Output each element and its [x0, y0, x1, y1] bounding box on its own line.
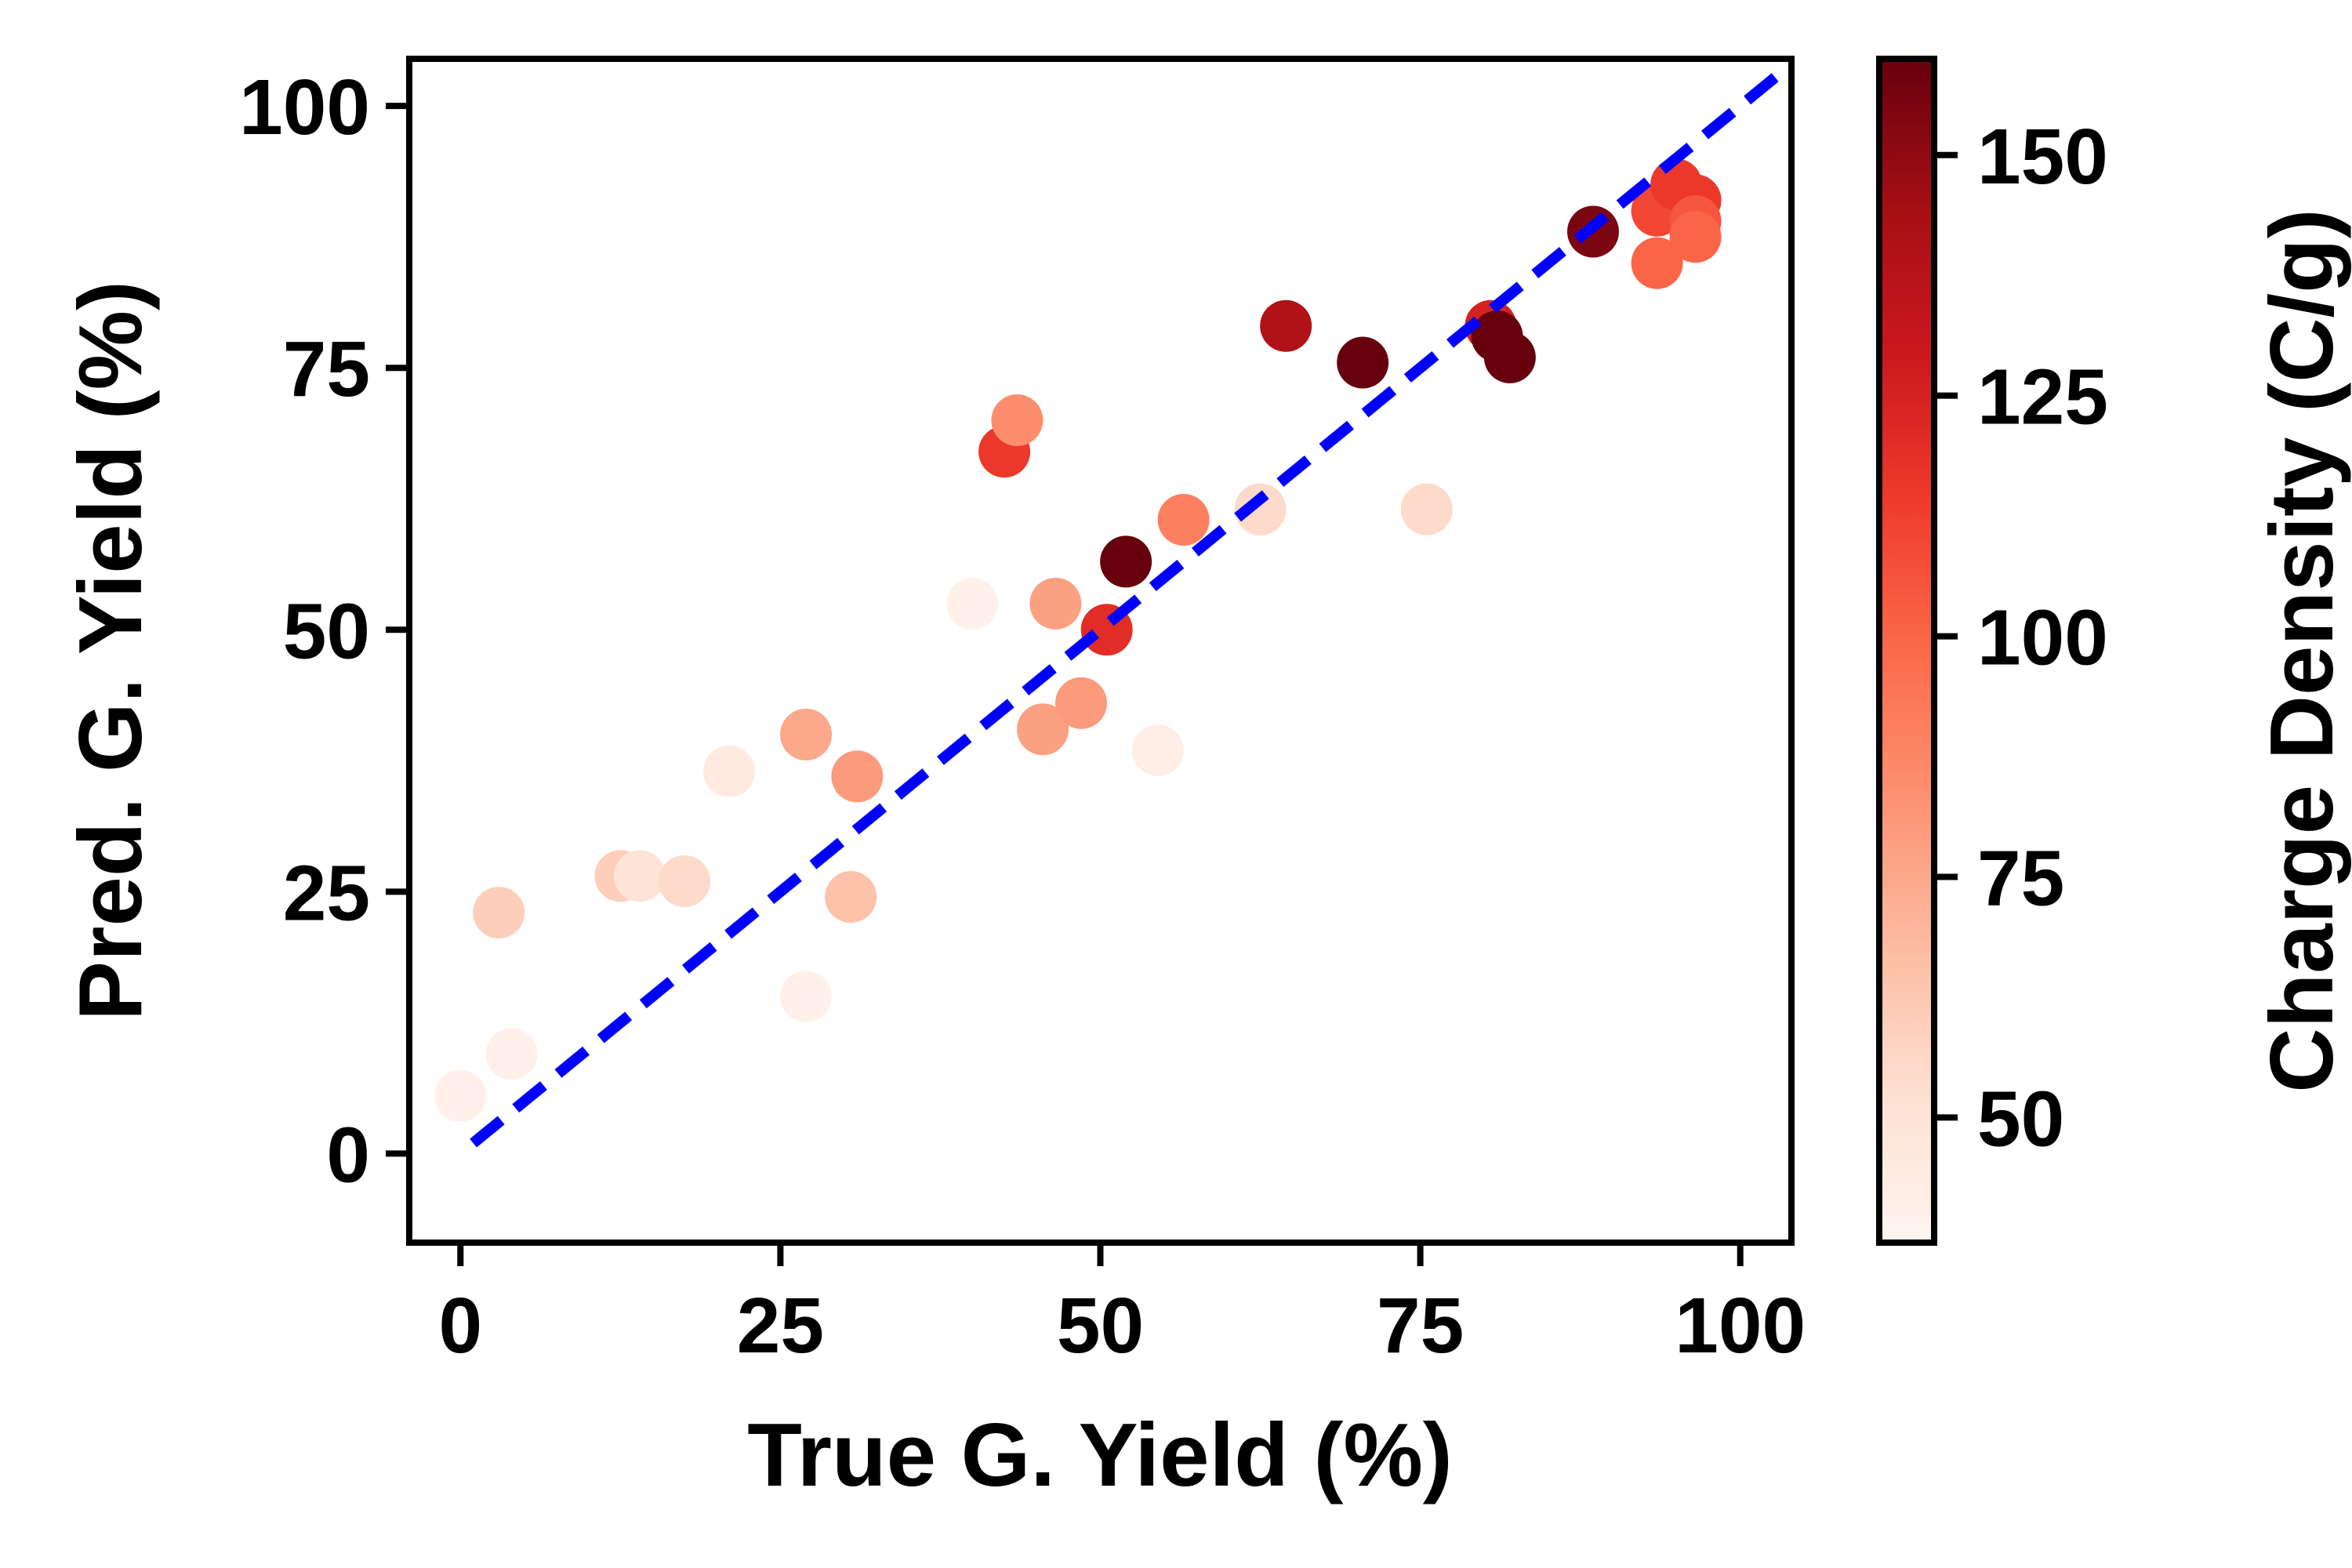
data-point: [1669, 211, 1722, 263]
data-point: [1234, 483, 1287, 535]
plot-area: 0 25 50 75 100 0 25 50 75 100: [239, 56, 1806, 1370]
data-point: [1131, 724, 1184, 776]
colorbar-tick-label: 125: [1977, 354, 2108, 441]
data-point: [1017, 703, 1069, 756]
data-point: [991, 394, 1044, 447]
data-point: [1029, 577, 1082, 630]
y-tick-label: 75: [283, 325, 370, 413]
y-tick-label: 25: [283, 849, 370, 937]
colorbar-tick-label: 100: [1977, 594, 2108, 682]
data-point: [1631, 237, 1683, 289]
data-point: [780, 970, 833, 1022]
data-point: [1055, 677, 1108, 729]
data-point: [1337, 336, 1389, 389]
data-point: [780, 708, 833, 760]
x-axis-label: True G. Yield (%): [747, 1406, 1453, 1505]
data-point: [825, 871, 877, 924]
colorbar-tick-label: 75: [1977, 834, 2064, 922]
y-axis-label: Pred. G. Yield (%): [61, 281, 161, 1021]
colorbar-ticks: 50 75 100 125 150: [1934, 113, 2108, 1163]
data-point: [434, 1069, 487, 1122]
data-point: [485, 1028, 538, 1080]
data-point: [1157, 493, 1210, 546]
colorbar-tick-label: 50: [1977, 1075, 2064, 1163]
data-point: [946, 577, 999, 630]
x-tick-label: 0: [438, 1282, 482, 1370]
identity-reference-line: [470, 70, 1783, 1148]
x-axis-ticks: 0 25 50 75 100: [438, 1243, 1806, 1370]
data-point: [703, 745, 756, 797]
data-point: [1483, 331, 1536, 383]
x-tick-label: 75: [1377, 1282, 1464, 1370]
data-point: [473, 887, 525, 939]
y-tick-label: 100: [239, 64, 370, 151]
colorbar-label: Charge Density (C/g): [2252, 209, 2352, 1092]
x-tick-label: 25: [737, 1282, 824, 1370]
colorbar-gradient: [1876, 56, 1937, 1246]
y-tick-label: 50: [283, 587, 370, 675]
x-tick-label: 50: [1057, 1282, 1144, 1370]
y-axis-ticks: 0 25 50 75 100: [239, 64, 409, 1199]
colorbar: 50 75 100 125 150 Charge Density (C/g): [1876, 56, 2352, 1246]
x-tick-label: 100: [1675, 1282, 1806, 1370]
y-tick-label: 0: [326, 1111, 370, 1199]
data-point: [658, 855, 710, 907]
data-points: [434, 158, 1722, 1122]
data-point: [1100, 535, 1152, 588]
data-point: [1260, 299, 1312, 352]
colorbar-tick-label: 150: [1977, 113, 2108, 201]
data-point: [1400, 483, 1453, 535]
data-point: [613, 850, 666, 902]
data-point: [831, 750, 884, 803]
